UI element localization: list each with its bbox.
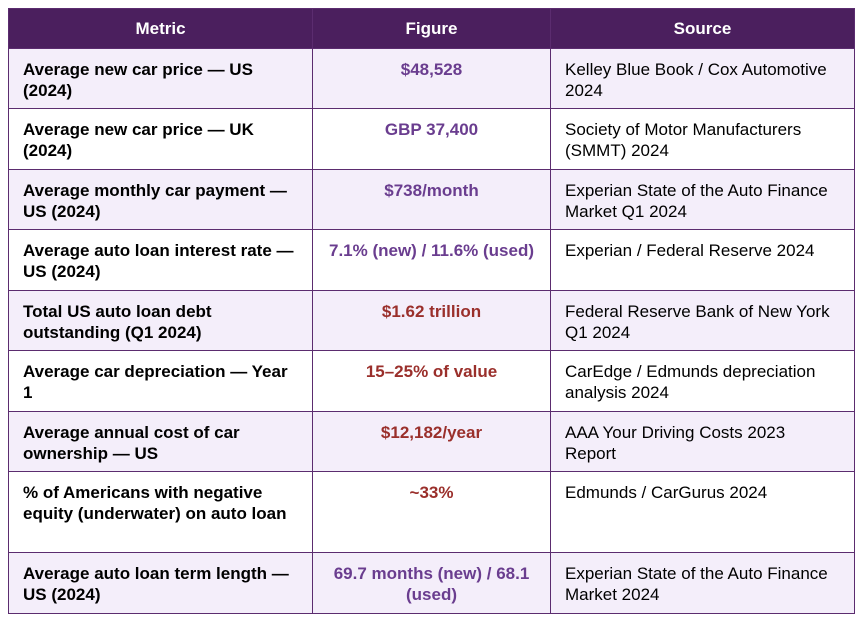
source-cell: Federal Reserve Bank of New York Q1 2024 <box>550 290 855 351</box>
figure-cell: $48,528 <box>312 48 551 109</box>
figure-cell: ~33% <box>312 471 551 553</box>
figure-cell: $738/month <box>312 169 551 230</box>
metric-cell: Average auto loan term length — US (2024… <box>8 552 313 614</box>
source-cell: CarEdge / Edmunds depreciation analysis … <box>550 350 855 412</box>
figure-cell: GBP 37,400 <box>312 108 551 170</box>
table-row: Total US auto loan debt outstanding (Q1 … <box>8 290 855 351</box>
figure-cell: $12,182/year <box>312 411 551 472</box>
table-row: Average monthly car payment — US (2024) $… <box>8 169 855 230</box>
figure-cell: $1.62 trillion <box>312 290 551 351</box>
metric-cell: Average new car price — US (2024) <box>8 48 313 109</box>
figure-cell: 15–25% of value <box>312 350 551 412</box>
table-row: Average auto loan interest rate — US (20… <box>8 229 855 291</box>
data-table: Metric Figure Source Average new car pri… <box>8 8 855 614</box>
metric-cell: Total US auto loan debt outstanding (Q1 … <box>8 290 313 351</box>
metric-cell: Average new car price — UK (2024) <box>8 108 313 170</box>
header-cell: Source <box>550 8 855 49</box>
source-cell: Society of Motor Manufacturers (SMMT) 20… <box>550 108 855 170</box>
table-row: Average car depreciation — Year 1 15–25% … <box>8 350 855 412</box>
figure-cell: 7.1% (new) / 11.6% (used) <box>312 229 551 291</box>
header-cell: Figure <box>312 8 551 49</box>
metric-cell: Average monthly car payment — US (2024) <box>8 169 313 230</box>
table-body: Average new car price — US (2024) $48,528… <box>8 48 855 614</box>
table-row: Average new car price — UK (2024) GBP 37,… <box>8 108 855 170</box>
metric-cell: Average annual cost of car ownership — U… <box>8 411 313 472</box>
source-cell: Experian / Federal Reserve 2024 <box>550 229 855 291</box>
table-row: Average annual cost of car ownership — U… <box>8 411 855 472</box>
table-row: Average new car price — US (2024) $48,528… <box>8 48 855 109</box>
table-row: % of Americans with negative equity (und… <box>8 471 855 553</box>
header-row: Metric Figure Source <box>8 8 855 49</box>
table-row: Average auto loan term length — US (2024… <box>8 552 855 614</box>
source-cell: Experian State of the Auto Finance Marke… <box>550 169 855 230</box>
metric-cell: Average car depreciation — Year 1 <box>8 350 313 412</box>
metric-cell: Average auto loan interest rate — US (20… <box>8 229 313 291</box>
source-cell: Kelley Blue Book / Cox Automotive 2024 <box>550 48 855 109</box>
figure-cell: 69.7 months (new) / 68.1 (used) <box>312 552 551 614</box>
source-cell: AAA Your Driving Costs 2023 Report <box>550 411 855 472</box>
source-cell: Edmunds / CarGurus 2024 <box>550 471 855 553</box>
metric-cell: % of Americans with negative equity (und… <box>8 471 313 553</box>
source-cell: Experian State of the Auto Finance Marke… <box>550 552 855 614</box>
header-cell: Metric <box>8 8 313 49</box>
